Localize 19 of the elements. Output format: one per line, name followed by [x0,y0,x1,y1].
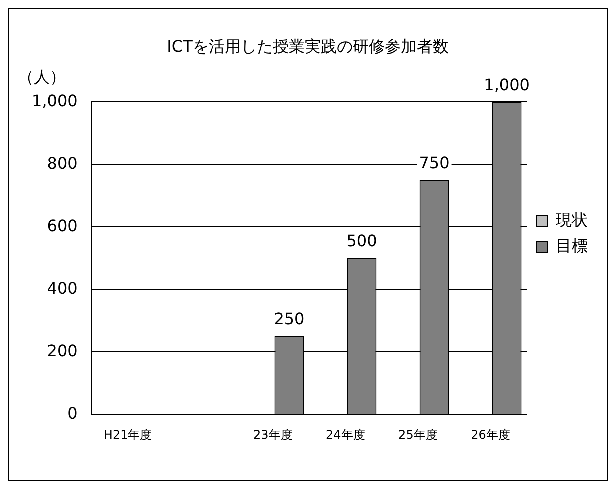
data-label: 250 [274,310,305,329]
y-tick-label: 200 [47,341,78,360]
x-tick-label: H21年度 [104,428,152,442]
data-label: 750 [419,153,450,172]
legend-label: 目標 [556,236,588,256]
x-tick-label: 25年度 [398,428,438,442]
y-tick-label: 800 [47,154,78,173]
y-tick-label: 0 [68,404,78,423]
legend-label: 現状 [556,210,588,230]
data-label: 1,000 [484,75,530,94]
y-axis-title: （人） [18,67,66,86]
data-label: 500 [346,232,378,251]
y-tick-label: 600 [47,216,78,236]
chart-title: ICTを活用した授業実践の研修参加者数 [167,36,449,56]
x-tick-label: 26年度 [471,428,510,442]
x-tick-label: 23年度 [253,428,293,442]
y-tick-label: 1,000 [32,91,78,110]
x-tick-label: 24年度 [326,428,366,442]
y-tick-label: 400 [47,278,78,298]
